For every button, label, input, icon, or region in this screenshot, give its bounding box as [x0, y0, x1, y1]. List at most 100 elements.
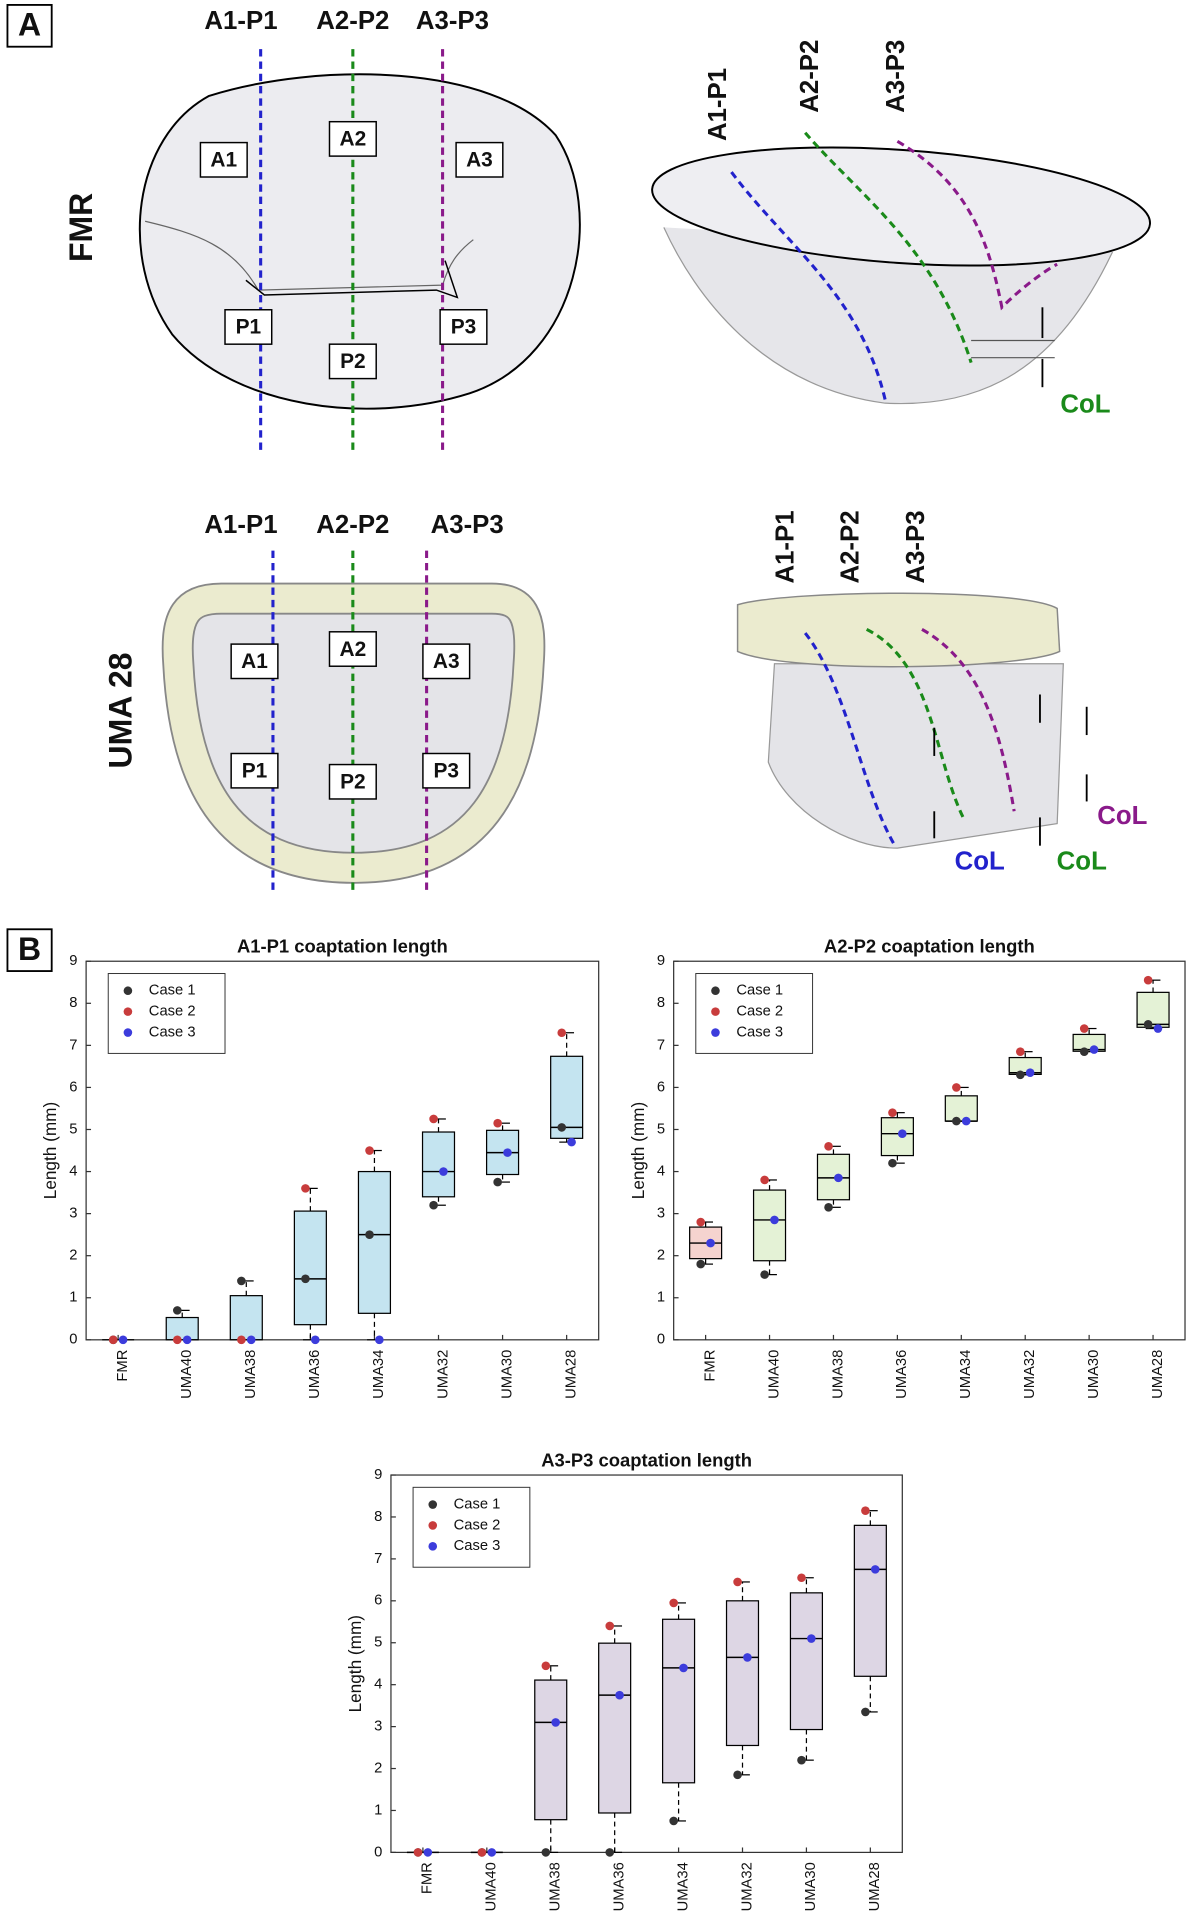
- x-tick-label: UMA30: [803, 1862, 819, 1911]
- data-point: [824, 1203, 833, 1212]
- legend-label: Case 2: [149, 1004, 196, 1020]
- legend-marker: [428, 1500, 438, 1509]
- data-point: [429, 1114, 438, 1124]
- data-point: [733, 1770, 742, 1780]
- data-point: [551, 1718, 560, 1727]
- legend-marker: [711, 1028, 720, 1037]
- data-point: [301, 1184, 310, 1193]
- y-tick-label: 1: [374, 1802, 382, 1818]
- region-box: [422, 643, 471, 680]
- legend-label: Case 1: [736, 983, 783, 999]
- data-point: [310, 1335, 320, 1345]
- y-axis-label: Length (mm): [345, 1615, 365, 1712]
- valve-body: [767, 663, 1064, 849]
- box: [880, 1117, 914, 1157]
- data-point: [182, 1335, 192, 1345]
- legend-label: Case 2: [736, 1004, 783, 1020]
- chart-title: A1-P1 coaptation length: [237, 936, 448, 957]
- x-tick-label: UMA32: [435, 1350, 451, 1399]
- data-point: [861, 1707, 870, 1717]
- y-tick-label: 5: [374, 1635, 382, 1651]
- coaptation-curve: [921, 628, 1016, 812]
- data-point: [108, 1335, 118, 1345]
- data-point: [669, 1598, 678, 1608]
- region-box: [199, 141, 248, 178]
- region-box: [422, 752, 471, 789]
- box: [357, 1170, 392, 1314]
- box: [229, 1295, 263, 1341]
- data-point: [1015, 1070, 1025, 1080]
- region-label: A1: [241, 650, 268, 673]
- data-point: [375, 1335, 384, 1345]
- legend-label: Case 3: [736, 1024, 783, 1040]
- region-box: [439, 309, 488, 345]
- x-tick-label: UMA40: [484, 1862, 500, 1911]
- legend-label: Case 3: [149, 1024, 196, 1040]
- panel-label-box: [6, 3, 53, 48]
- legend-marker: [428, 1542, 438, 1551]
- y-tick-label: 8: [657, 995, 665, 1011]
- data-point: [493, 1118, 502, 1128]
- box: [661, 1618, 696, 1784]
- cut-label: A1-P1: [204, 511, 277, 539]
- data-point: [1153, 1024, 1163, 1033]
- box: [752, 1189, 787, 1262]
- data-point: [557, 1123, 567, 1132]
- region-box: [328, 120, 377, 157]
- legend-marker: [711, 1007, 720, 1016]
- region-box: [230, 752, 279, 789]
- data-point: [477, 1848, 487, 1857]
- x-tick-label: UMA40: [766, 1350, 782, 1399]
- data-point: [237, 1335, 246, 1345]
- data-point: [615, 1690, 624, 1700]
- data-point: [1025, 1068, 1035, 1078]
- data-point: [897, 1129, 907, 1139]
- y-tick-label: 1: [69, 1290, 77, 1306]
- x-tick-label: UMA28: [1150, 1350, 1166, 1399]
- data-point: [733, 1577, 742, 1587]
- coaptation-curve: [730, 171, 887, 400]
- cut-label: A2-P2: [316, 511, 389, 539]
- data-point: [952, 1116, 961, 1126]
- y-tick-label: 2: [657, 1248, 665, 1264]
- data-point: [493, 1177, 502, 1187]
- data-point: [429, 1200, 438, 1210]
- data-point: [605, 1621, 615, 1631]
- y-tick-label: 9: [69, 953, 77, 969]
- region-box: [328, 631, 377, 667]
- region-box: [224, 309, 273, 345]
- data-point: [1089, 1045, 1099, 1054]
- y-tick-label: 9: [657, 953, 665, 969]
- data-point: [797, 1755, 806, 1765]
- data-point: [423, 1848, 433, 1857]
- x-tick-label: UMA34: [371, 1350, 387, 1399]
- box: [165, 1316, 199, 1341]
- chart-title: A3-P3 coaptation length: [541, 1449, 752, 1470]
- y-tick-label: 3: [69, 1206, 77, 1222]
- x-tick-label: FMR: [420, 1862, 436, 1894]
- cut-label: A1-P1: [704, 68, 732, 141]
- box: [293, 1210, 327, 1326]
- data-point: [760, 1270, 769, 1279]
- region-label: P2: [340, 350, 366, 373]
- x-tick-label: UMA36: [611, 1862, 627, 1911]
- data-point: [888, 1158, 897, 1168]
- region-label: A3: [433, 650, 460, 673]
- legend-marker: [123, 1007, 133, 1016]
- data-point: [173, 1335, 182, 1345]
- row-label: FMR: [63, 193, 99, 262]
- x-tick-label: UMA30: [1086, 1350, 1102, 1399]
- box: [421, 1131, 456, 1198]
- box: [550, 1055, 584, 1139]
- legend-label: Case 2: [454, 1517, 501, 1533]
- region-box: [230, 643, 279, 680]
- panel-label-box: [6, 928, 53, 972]
- y-tick-label: 5: [657, 1121, 665, 1137]
- region-label: P1: [236, 316, 262, 339]
- box: [598, 1642, 632, 1814]
- data-point: [605, 1848, 615, 1857]
- data-point: [696, 1217, 706, 1227]
- x-tick-label: UMA40: [179, 1350, 195, 1399]
- legend-label: Case 3: [454, 1538, 501, 1554]
- data-point: [301, 1274, 310, 1284]
